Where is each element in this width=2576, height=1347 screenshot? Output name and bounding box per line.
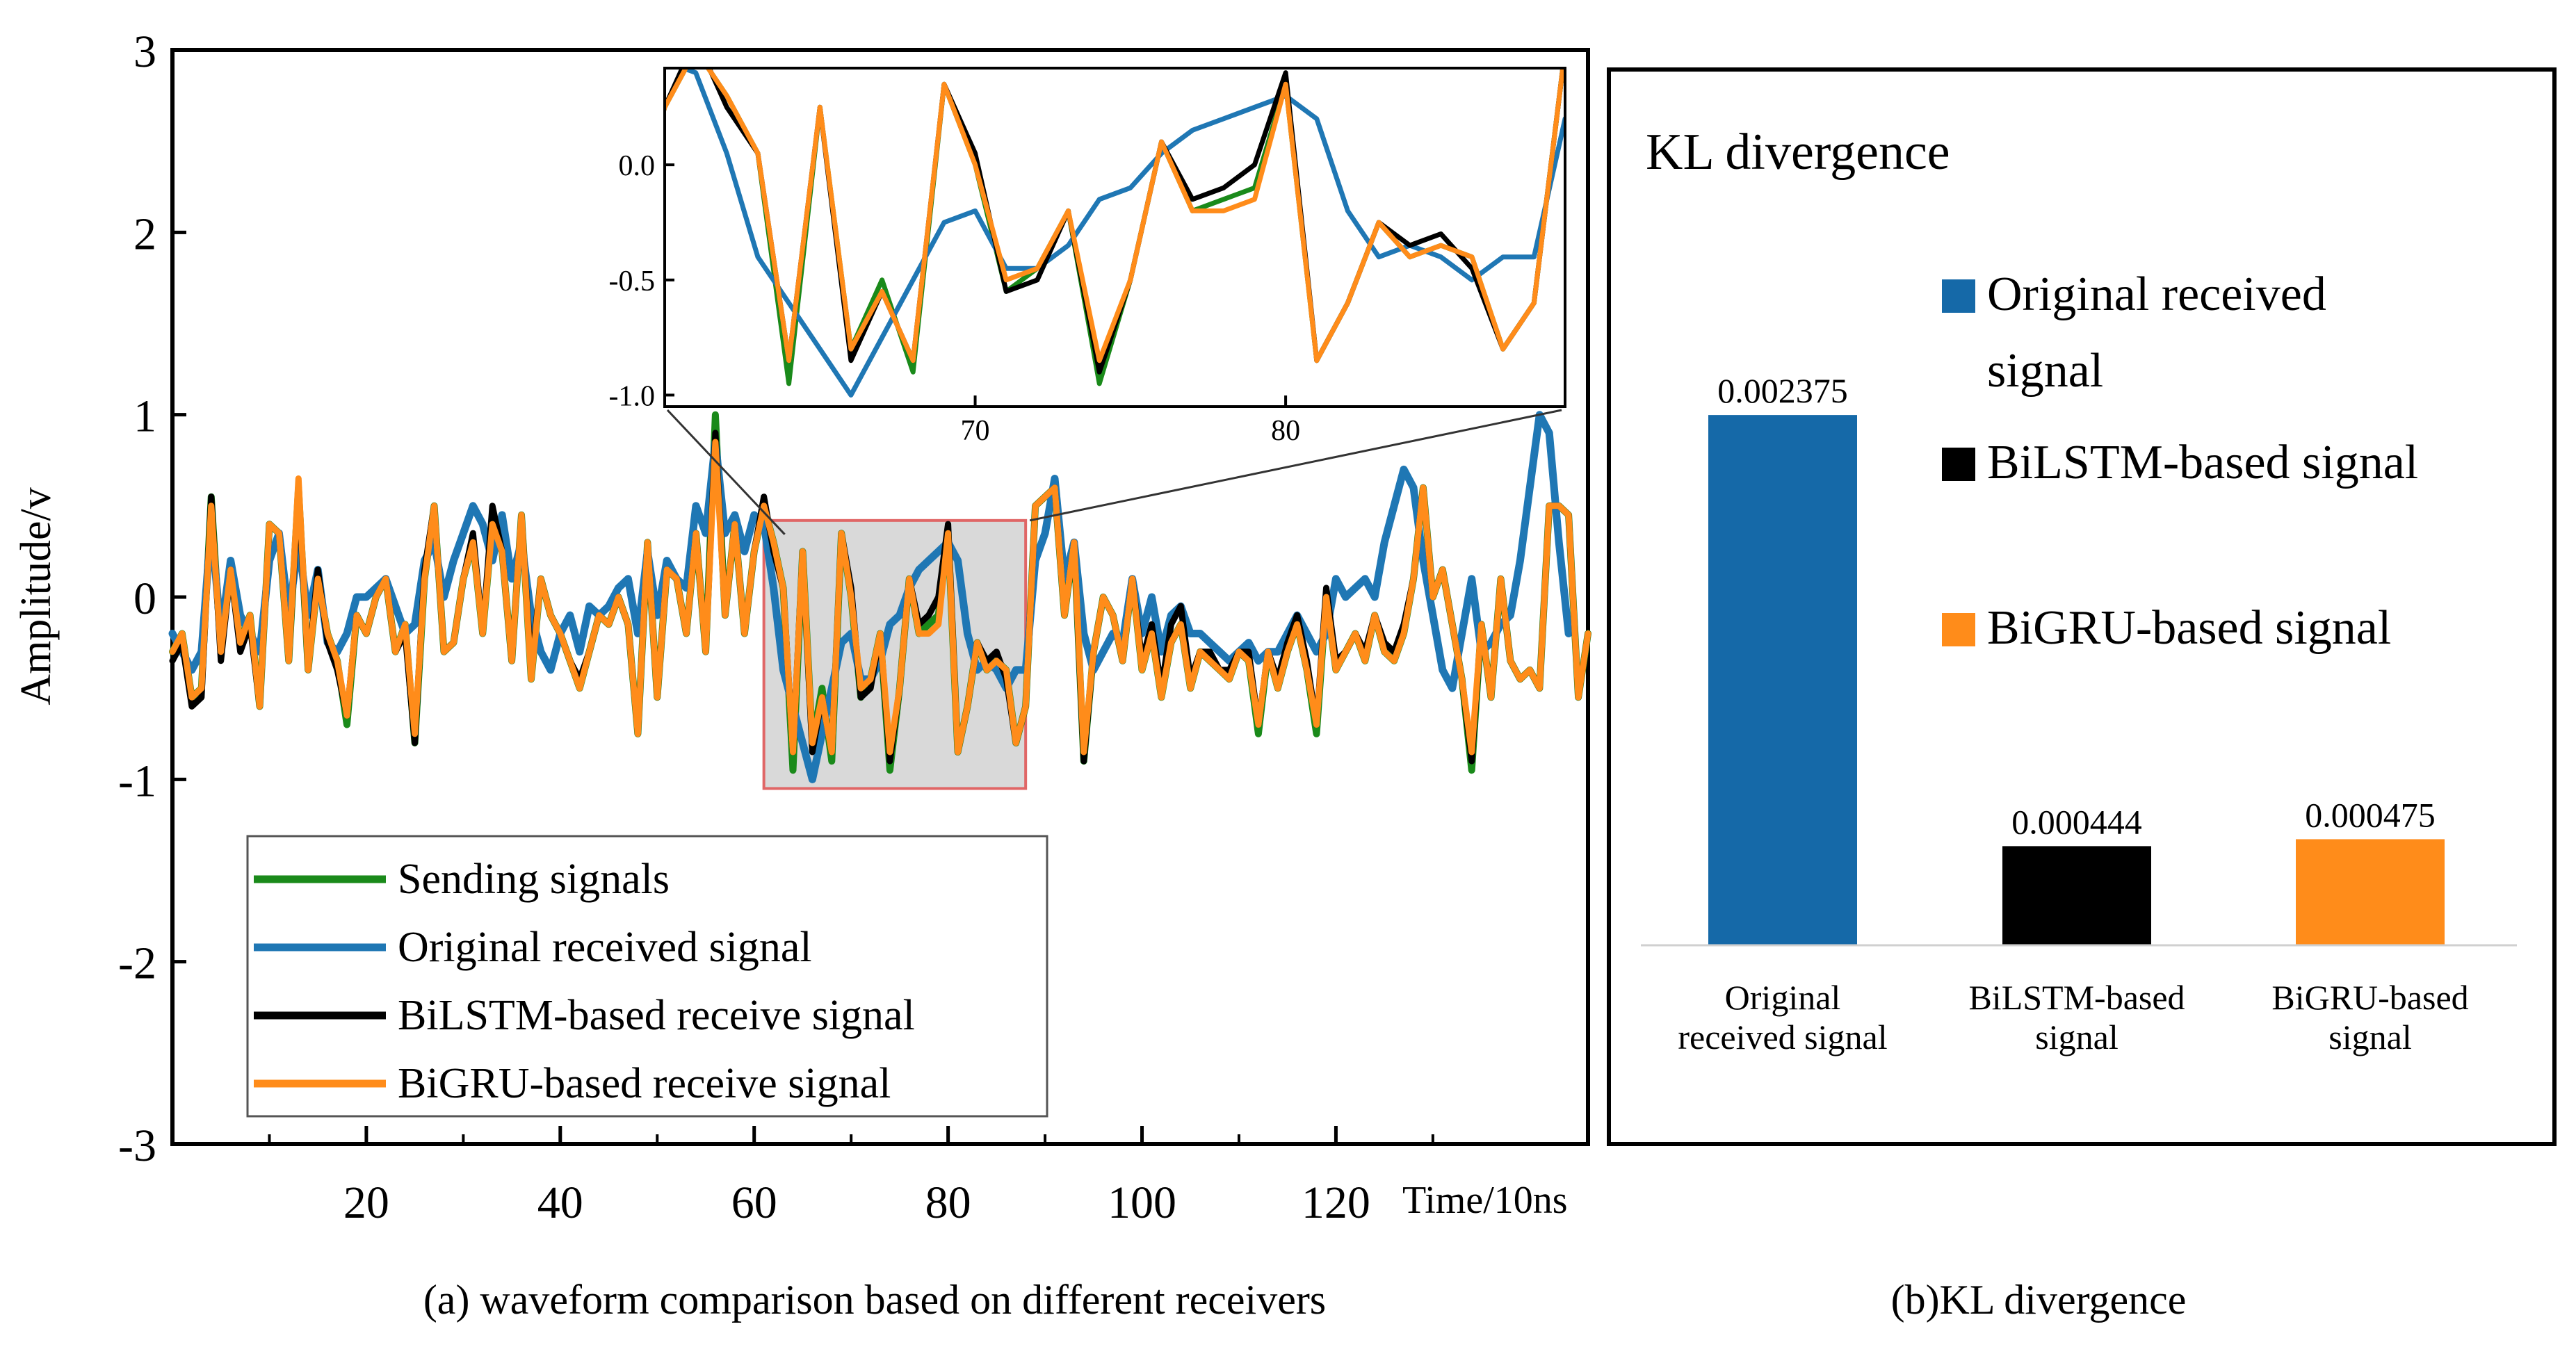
- inset-x-tick-label: 80: [1271, 415, 1300, 447]
- caption-b: (b)KL divergence: [1891, 1277, 2187, 1323]
- x-tick-label: 80: [925, 1177, 971, 1228]
- legend-label: BiLSTM-based signal: [1987, 436, 2418, 489]
- x-tick-label: 20: [343, 1177, 389, 1228]
- inset-ticks: 0.0 -0.5 -1.0 70 80: [609, 150, 1301, 447]
- y-axis-label: Amplitude/v: [13, 487, 60, 705]
- legend-label-original-received-signal: Original received signal: [398, 924, 812, 971]
- category-label: BiLSTM-based: [1968, 978, 2185, 1017]
- category-label: Original: [1725, 978, 1841, 1017]
- category-label: received signal: [1678, 1018, 1887, 1056]
- y-tick-label: 2: [133, 209, 156, 259]
- bar-bigru-based-signal: [2296, 839, 2445, 945]
- kl-legend: Original received signal BiLSTM-based sign…: [1942, 268, 2418, 655]
- bar-bilstm-based-signal: [2002, 846, 2151, 945]
- x-tick-label: 100: [1108, 1177, 1176, 1228]
- category-label: signal: [2328, 1018, 2411, 1056]
- series-line-bigru-based-receive-signal: [169, 439, 1591, 756]
- legend-swatch-bilstm-based-signal: [1942, 448, 1975, 481]
- waveform-x-ticks: 20 40 60 80 100 120: [268, 1126, 1434, 1228]
- waveform-y-ticks: 3 2 1 0 -1 -2 -3: [118, 26, 186, 1171]
- inset-line-bigru-based-receive-signal: [665, 68, 1565, 364]
- kl-divergence-chart: KL divergence 0.002375 0.000444 0.000475 O…: [1607, 67, 2557, 1323]
- bar-value-label: 0.000475: [2305, 795, 2436, 834]
- legend-label-bigru-based-receive-signal: BiGRU-based receive signal: [398, 1060, 891, 1107]
- caption-a: (a) waveform comparison based on differe…: [423, 1277, 1326, 1323]
- bar-value-label: 0.002375: [1717, 371, 1848, 410]
- y-tick-label: 0: [133, 573, 156, 624]
- zoom-inset: 0.0 -0.5 -1.0 70 80: [609, 67, 1566, 447]
- legend-label-sending-signals: Sending signals: [398, 856, 670, 903]
- inset-y-tick-label: -1.0: [609, 380, 656, 412]
- kl-bars: 0.002375 0.000444 0.000475: [1708, 371, 2445, 945]
- kl-chart-title: KL divergence: [1646, 124, 1950, 181]
- y-tick-label: -1: [118, 756, 156, 806]
- bar-original-received-signal: [1708, 415, 1857, 945]
- inset-connector-left: [666, 409, 786, 535]
- inset-frame: [663, 67, 1566, 408]
- inset-x-tick-label: 70: [961, 415, 990, 447]
- x-tick-label: 120: [1302, 1177, 1370, 1228]
- legend-label: Original received: [1987, 268, 2326, 321]
- legend-swatch-bigru-based-signal: [1942, 613, 1975, 646]
- legend-label-bilstm-based-receive-signal: BiLSTM-based receive signal: [398, 992, 915, 1039]
- y-tick-label: -2: [118, 938, 156, 989]
- inset-y-tick-label: -0.5: [609, 266, 656, 297]
- waveform-series-lines: [168, 411, 1591, 783]
- category-label: BiGRU-based: [2271, 978, 2468, 1017]
- waveform-chart: 3 2 1 0 -1 -2 -3 20 40 60 80 100 120 Amplitude/v Ti…: [13, 26, 1591, 1323]
- legend-label: signal: [1987, 344, 2103, 398]
- x-tick-label: 60: [731, 1177, 777, 1228]
- category-label: signal: [2035, 1018, 2118, 1056]
- legend-swatch-original-received-signal: [1942, 279, 1975, 313]
- legend-label: BiGRU-based signal: [1987, 601, 2391, 655]
- inset-y-tick-label: 0.0: [619, 150, 656, 182]
- inset-series-lines: [665, 68, 1565, 398]
- waveform-legend: Sending signals Original received signal B…: [246, 835, 1048, 1118]
- y-tick-label: -3: [118, 1120, 156, 1171]
- x-axis-label: Time/10ns: [1402, 1179, 1568, 1222]
- y-tick-label: 1: [133, 391, 156, 442]
- bar-value-label: 0.000444: [2011, 802, 2142, 841]
- inset-background: [665, 68, 1565, 407]
- inset-connector-right: [1029, 409, 1562, 522]
- x-tick-label: 40: [537, 1177, 583, 1228]
- y-tick-label: 3: [133, 26, 156, 77]
